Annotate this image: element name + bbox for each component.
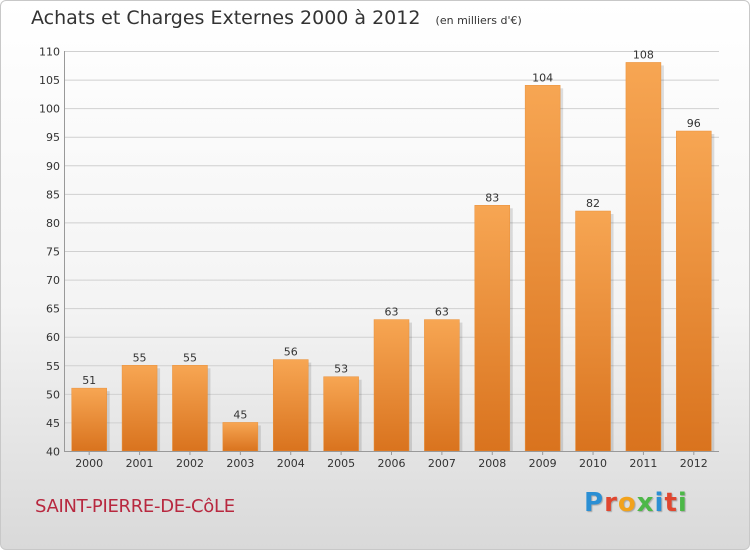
x-tick-label-2006: 2006 [378, 457, 406, 470]
chart-title: Achats et Charges Externes 2000 à 2012 [31, 7, 421, 29]
y-tick-label: 110 [39, 46, 60, 59]
bar-2005 [323, 376, 359, 452]
y-tick-label: 95 [46, 131, 60, 144]
y-tick-label: 65 [46, 303, 60, 316]
value-label-2002: 55 [183, 351, 197, 364]
value-label-2009: 104 [532, 71, 553, 84]
chart-header: Achats et Charges Externes 2000 à 2012 (… [31, 7, 522, 29]
value-label-2001: 55 [133, 351, 147, 364]
chart-unit-note: (en milliers d'€) [435, 14, 522, 27]
x-tick-label-2002: 2002 [176, 457, 204, 470]
value-label-2004: 56 [284, 346, 298, 359]
bar-2012 [676, 130, 712, 452]
y-tick-label: 70 [46, 274, 60, 287]
y-tick-label: 90 [46, 160, 60, 173]
y-tick-label: 85 [46, 188, 60, 201]
x-tick-label-2010: 2010 [579, 457, 607, 470]
proxiti-logo: Proxiti [584, 488, 688, 518]
x-tick-label-2000: 2000 [75, 457, 103, 470]
value-label-2010: 82 [586, 197, 600, 210]
x-tick-label-2003: 2003 [226, 457, 254, 470]
x-tick-label-2007: 2007 [428, 457, 456, 470]
bar-2007 [424, 319, 460, 452]
bar-2010 [575, 210, 611, 452]
bar-2003 [222, 422, 259, 452]
bar-2001 [121, 365, 158, 452]
logo-letter: o [617, 488, 637, 518]
bar-2000 [71, 387, 107, 452]
value-label-2000: 51 [82, 374, 96, 387]
bars: 51 55 55 45 56 53 63 63 83 104 82 108 96 [71, 48, 715, 452]
bar-2002 [172, 365, 208, 452]
logo-letter: x [636, 488, 655, 518]
value-label-2006: 63 [385, 306, 399, 319]
x-tick-label-2001: 2001 [126, 457, 154, 470]
x-tick-label-2009: 2009 [529, 457, 557, 470]
y-tick-label: 75 [46, 246, 60, 259]
x-tick-label-2004: 2004 [277, 457, 305, 470]
axes: 40 45 50 55 60 65 70 75 80 85 90 95 100 105 110 2000 200… [39, 46, 719, 470]
logo-letter: i [654, 488, 665, 518]
value-label-2011: 108 [633, 48, 654, 61]
x-tick-label-2011: 2011 [629, 457, 657, 470]
bar-2008 [474, 205, 511, 452]
value-label-2007: 63 [435, 306, 449, 319]
y-tick-label: 60 [46, 331, 60, 344]
commune-name: SAINT-PIERRE-DE-CôLE [35, 496, 235, 517]
value-label-2008: 83 [485, 191, 499, 204]
value-label-2005: 53 [334, 363, 348, 376]
logo-letter: t [664, 488, 678, 518]
y-tick-label: 40 [46, 446, 60, 459]
bar-2009 [524, 85, 561, 452]
logo-letter: P [584, 488, 605, 518]
x-tick-label-2005: 2005 [327, 457, 355, 470]
y-tick-label: 50 [46, 388, 60, 401]
bar-2004 [272, 359, 309, 452]
value-label-2012: 96 [687, 117, 701, 130]
y-tick-label: 45 [46, 417, 60, 430]
logo-letter: i [677, 488, 688, 518]
value-label-2003: 45 [233, 408, 247, 421]
y-tick-label: 105 [39, 74, 60, 87]
y-tick-label: 80 [46, 217, 60, 230]
y-tick-label: 55 [46, 360, 60, 373]
x-tick-label-2012: 2012 [680, 457, 708, 470]
bar-2011 [625, 62, 662, 452]
x-tick-label-2008: 2008 [478, 457, 506, 470]
bar-2006 [373, 319, 410, 452]
logo-letter: r [604, 488, 618, 518]
y-tick-label: 100 [39, 103, 60, 116]
